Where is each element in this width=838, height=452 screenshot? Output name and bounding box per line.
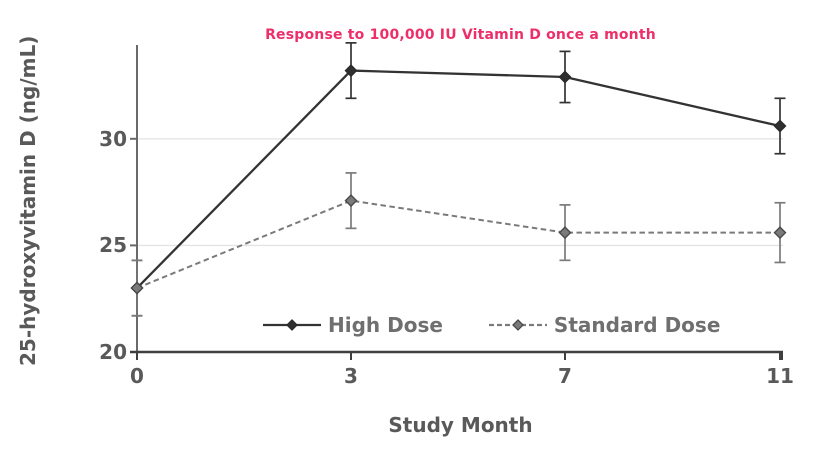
high-dose-line xyxy=(136,69,781,289)
high-dose-marker xyxy=(773,119,787,133)
chart-title: Response to 100,000 IU Vitamin D once a … xyxy=(265,27,656,43)
legend-item-standard-dose: Standard Dose xyxy=(488,313,721,337)
y-tick-label: 25 xyxy=(99,233,127,258)
y-tick-label: 30 xyxy=(99,126,127,151)
x-tick-label: 0 xyxy=(130,364,144,388)
x-tick-label: 7 xyxy=(558,364,572,388)
legend-swatch-diamond-icon xyxy=(512,319,524,331)
legend: High Dose Standard Dose xyxy=(263,313,720,337)
y-axis-title: 25-hydroxyvitamin D (ng/mL) xyxy=(16,35,40,367)
standard-dose-marker xyxy=(773,226,787,240)
standard-dose-line xyxy=(136,199,780,289)
standard-dose-line-swatch xyxy=(488,319,547,331)
high-dose-marker xyxy=(344,64,358,78)
high-dose-marker xyxy=(558,70,572,84)
x-tick-label: 3 xyxy=(344,364,358,388)
standard-dose-marker xyxy=(130,281,144,295)
legend-swatch-diamond-icon xyxy=(286,319,298,331)
standard-dose-marker xyxy=(344,194,358,208)
standard-dose-marker xyxy=(558,226,572,240)
legend-label-standard-dose: Standard Dose xyxy=(553,313,721,337)
x-tick-label: 11 xyxy=(766,364,794,388)
high-dose-line-swatch xyxy=(263,319,321,331)
legend-item-high-dose: High Dose xyxy=(263,313,443,337)
legend-label-high-dose: High Dose xyxy=(328,313,443,337)
y-tick-label: 20 xyxy=(99,340,127,364)
x-axis-title: Study Month xyxy=(388,413,533,437)
